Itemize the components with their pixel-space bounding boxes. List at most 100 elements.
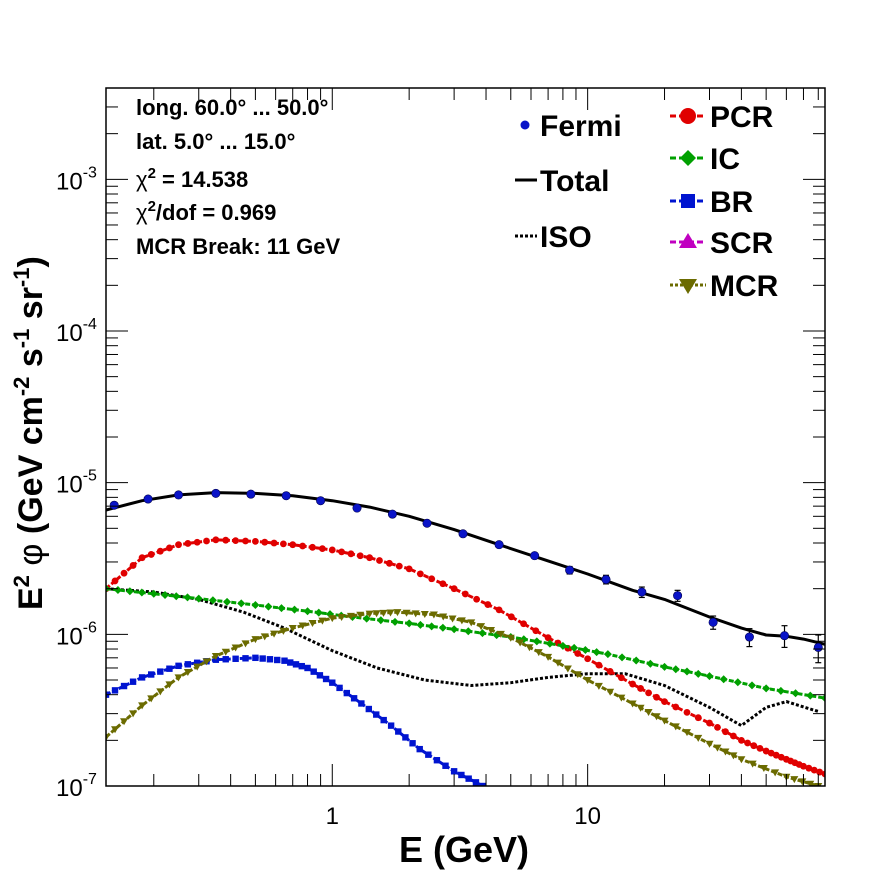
point-ic — [149, 589, 158, 598]
info-mcr-break: MCR Break: 11 GeV — [136, 234, 341, 259]
point-br — [416, 745, 423, 753]
point-pcr — [520, 620, 527, 628]
point-ic — [478, 629, 487, 638]
point-ic — [303, 607, 312, 616]
point-ic — [464, 627, 473, 636]
point-mcr — [534, 649, 543, 657]
point-pcr — [279, 540, 287, 548]
legend-scr-label: SCR — [710, 227, 774, 260]
point-mcr — [563, 665, 572, 673]
point-mcr — [120, 718, 129, 726]
point-mcr — [356, 611, 365, 619]
point-ic — [719, 675, 728, 684]
point-br — [336, 684, 343, 692]
legend-fermi-label: Fermi — [540, 110, 622, 143]
point-pcr — [356, 552, 364, 560]
point-mcr — [318, 617, 327, 625]
point-ic — [237, 599, 246, 608]
point-pcr — [289, 541, 297, 549]
point-br — [322, 675, 330, 683]
point-pcr — [203, 537, 210, 545]
fermi-point — [813, 642, 823, 652]
fermi-point — [109, 500, 119, 510]
point-mcr — [496, 630, 505, 638]
fermi-point — [246, 489, 256, 499]
series-iso — [106, 587, 819, 728]
point-ic — [618, 653, 627, 662]
point-br — [222, 656, 229, 663]
point-br — [252, 654, 259, 662]
point-pcr — [714, 723, 721, 731]
x-axis-title: E (GeV) — [399, 829, 529, 870]
point-mcr — [393, 609, 402, 617]
legend-right: PCR IC BR SCR MCR — [670, 101, 779, 303]
point-pcr — [637, 685, 644, 692]
point-br — [433, 757, 441, 764]
point-pcr — [166, 544, 173, 552]
point-br — [259, 655, 266, 662]
point-mcr — [506, 634, 515, 642]
point-br — [409, 740, 416, 747]
y-tick-label: 10-7 — [56, 771, 97, 802]
fermi-point — [143, 494, 153, 504]
point-mcr — [372, 610, 381, 618]
point-mcr — [183, 669, 192, 677]
point-mcr — [671, 723, 680, 731]
y-tick-label: 10-3 — [56, 164, 97, 195]
y-tick-label: 10-5 — [56, 468, 97, 499]
point-mcr — [477, 623, 486, 631]
series-br — [106, 654, 487, 786]
point-pcr — [212, 536, 220, 544]
point-br — [266, 656, 274, 663]
info-latitude: lat. 5.0° ... 15.0° — [136, 129, 295, 154]
series-line-mcr — [106, 610, 819, 786]
point-pcr — [184, 540, 192, 547]
point-pcr — [816, 768, 824, 776]
point-pcr — [270, 539, 278, 547]
fermi-point — [352, 503, 362, 513]
legend-total-label: Total — [540, 165, 609, 198]
point-br — [450, 768, 458, 775]
fermi-data-layer — [109, 488, 823, 664]
point-br — [402, 734, 409, 741]
point-pcr — [722, 728, 729, 736]
point-br — [193, 659, 201, 666]
point-ic — [791, 689, 800, 698]
legend-iso-label: ISO — [540, 221, 592, 254]
point-pcr — [495, 606, 503, 614]
point-mcr — [251, 636, 260, 644]
point-br — [442, 762, 449, 769]
series-line-iso — [106, 587, 819, 728]
point-br — [480, 782, 487, 786]
point-ic — [427, 622, 436, 631]
point-pcr — [653, 693, 660, 701]
fermi-point — [422, 518, 432, 528]
point-mcr — [759, 765, 768, 773]
point-br — [292, 661, 300, 668]
point-mcr — [439, 613, 448, 621]
point-ic — [208, 596, 217, 605]
point-ic — [603, 650, 612, 659]
point-pcr — [450, 585, 458, 593]
point-ic — [264, 602, 273, 611]
point-pcr — [532, 627, 540, 635]
point-br — [458, 771, 465, 779]
series-mcr — [106, 609, 823, 786]
point-ic — [806, 691, 815, 700]
point-mcr — [365, 610, 374, 618]
point-pcr — [366, 554, 373, 562]
point-br — [287, 659, 294, 666]
point-mcr — [457, 617, 466, 625]
point-ic — [694, 669, 703, 678]
point-pcr — [584, 655, 592, 663]
point-pcr — [385, 559, 393, 567]
point-mcr — [346, 612, 355, 620]
fermi-point — [601, 574, 611, 584]
point-pcr — [617, 674, 625, 682]
point-mcr — [288, 625, 297, 633]
point-pcr — [111, 577, 119, 585]
point-pcr — [193, 538, 201, 546]
point-br — [316, 672, 324, 679]
fermi-point — [211, 488, 221, 498]
point-pcr — [730, 732, 737, 740]
